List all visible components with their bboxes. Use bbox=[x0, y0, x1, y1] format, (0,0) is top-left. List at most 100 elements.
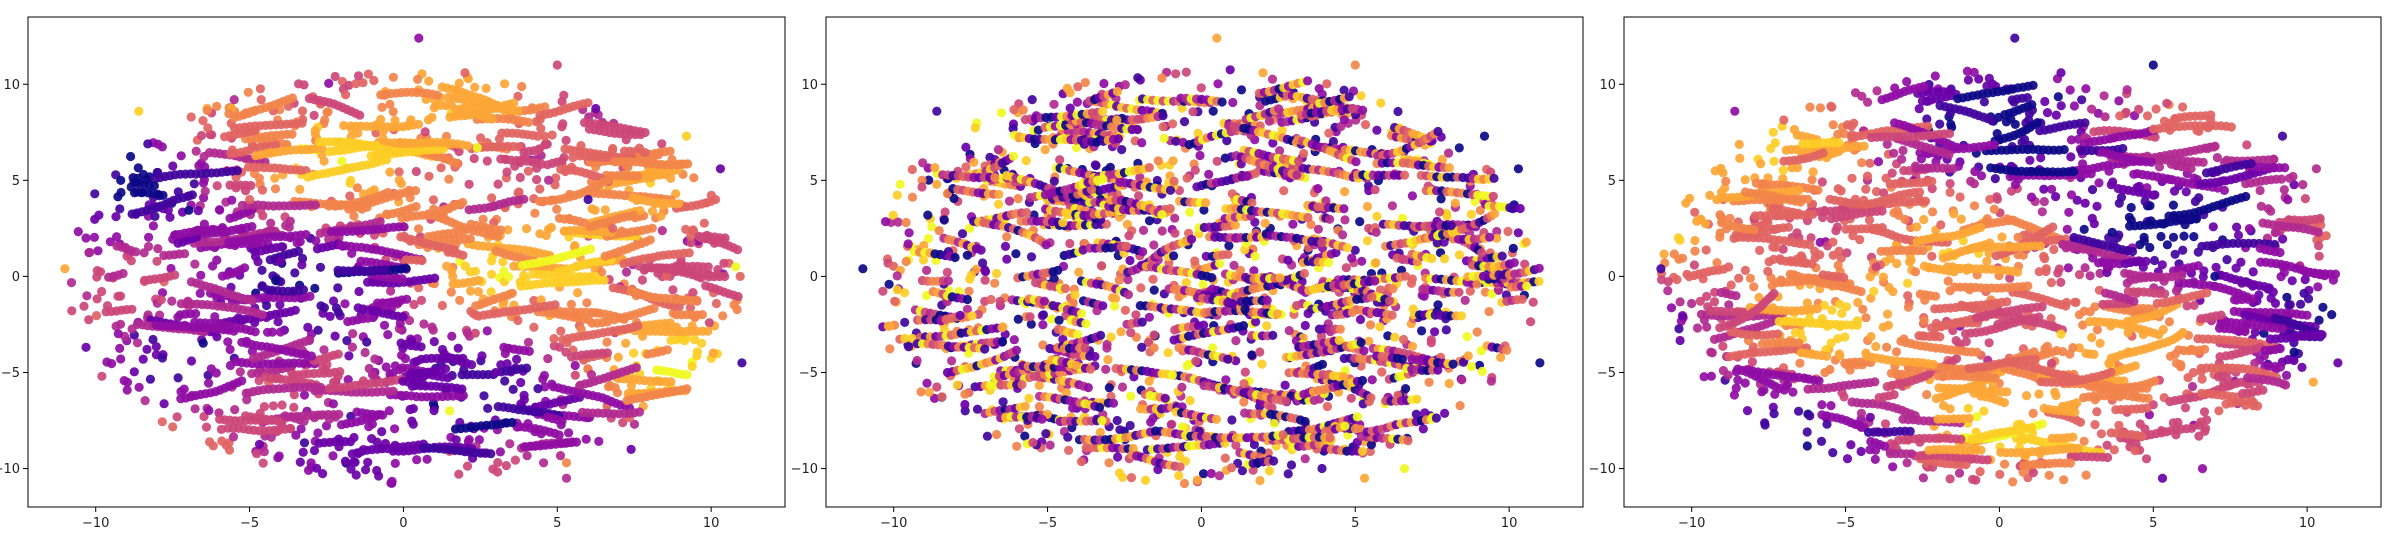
data-point bbox=[885, 344, 895, 354]
data-point bbox=[462, 328, 472, 338]
data-point bbox=[1049, 176, 1059, 186]
data-point bbox=[1372, 211, 1382, 221]
data-point bbox=[1038, 340, 1048, 350]
data-point bbox=[173, 373, 183, 383]
data-point bbox=[1434, 207, 1445, 217]
data-point bbox=[319, 303, 329, 313]
data-point bbox=[281, 220, 291, 231]
data-point bbox=[1284, 326, 1294, 336]
data-point bbox=[895, 179, 905, 189]
data-point bbox=[309, 110, 319, 120]
data-point bbox=[487, 114, 497, 124]
data-point bbox=[605, 380, 615, 390]
data-point bbox=[235, 367, 245, 377]
data-point bbox=[1280, 380, 1290, 390]
data-point bbox=[1002, 232, 1012, 242]
data-point bbox=[1466, 361, 1476, 372]
data-point bbox=[84, 315, 94, 325]
data-point bbox=[683, 159, 693, 169]
data-point bbox=[904, 342, 914, 352]
data-point bbox=[1138, 225, 1149, 235]
data-point bbox=[1174, 471, 1184, 481]
data-point bbox=[937, 392, 947, 402]
data-point bbox=[1024, 393, 1034, 403]
data-point bbox=[462, 461, 473, 471]
data-point bbox=[1179, 478, 1190, 489]
data-point bbox=[275, 256, 285, 266]
data-point bbox=[603, 317, 613, 327]
data-point bbox=[374, 471, 384, 481]
data-point bbox=[980, 265, 990, 275]
data-point bbox=[674, 302, 684, 312]
data-point bbox=[230, 405, 240, 415]
data-point bbox=[1370, 185, 1380, 195]
data-point bbox=[457, 384, 467, 394]
data-point bbox=[322, 107, 332, 117]
data-point bbox=[386, 286, 396, 296]
data-point bbox=[1279, 186, 1289, 196]
data-point bbox=[290, 305, 300, 315]
data-point bbox=[540, 131, 550, 141]
data-point bbox=[1144, 312, 1154, 322]
data-point bbox=[420, 127, 430, 137]
data-point bbox=[544, 175, 554, 185]
data-point bbox=[410, 186, 421, 196]
data-point bbox=[1255, 347, 1265, 357]
data-point bbox=[561, 135, 571, 145]
data-point bbox=[172, 412, 182, 422]
data-point bbox=[547, 130, 557, 140]
data-point bbox=[212, 181, 222, 191]
data-point bbox=[557, 416, 567, 426]
data-point bbox=[1444, 148, 1454, 158]
data-point bbox=[372, 437, 382, 447]
data-point bbox=[340, 456, 350, 466]
data-point bbox=[1387, 201, 1397, 211]
data-point bbox=[502, 359, 512, 369]
data-point bbox=[186, 112, 196, 122]
data-point bbox=[994, 199, 1004, 209]
data-point bbox=[1213, 79, 1223, 89]
data-point bbox=[191, 146, 201, 156]
data-point bbox=[1126, 473, 1137, 483]
data-point bbox=[1181, 67, 1191, 77]
data-point bbox=[657, 139, 667, 149]
data-point bbox=[1013, 314, 1023, 324]
data-point bbox=[1113, 452, 1123, 462]
data-point bbox=[470, 328, 480, 338]
data-point bbox=[229, 95, 239, 105]
data-point bbox=[1250, 251, 1260, 261]
data-point bbox=[455, 295, 465, 305]
data-point bbox=[503, 225, 513, 235]
data-point bbox=[310, 200, 320, 210]
data-point bbox=[715, 164, 726, 174]
data-point bbox=[1195, 150, 1205, 161]
data-point bbox=[1208, 106, 1218, 116]
data-point bbox=[711, 298, 722, 309]
data-point bbox=[1072, 97, 1082, 107]
data-point bbox=[629, 348, 639, 358]
data-point bbox=[362, 337, 372, 347]
data-point bbox=[519, 194, 529, 204]
data-point bbox=[1116, 327, 1126, 337]
data-point bbox=[347, 248, 357, 258]
data-point bbox=[880, 217, 891, 227]
data-point bbox=[1133, 73, 1143, 83]
data-point bbox=[708, 348, 718, 358]
data-point bbox=[148, 334, 158, 345]
data-point bbox=[922, 265, 932, 275]
data-point bbox=[482, 156, 492, 166]
data-point bbox=[924, 175, 934, 185]
data-point bbox=[940, 207, 950, 217]
data-point bbox=[394, 175, 404, 185]
data-point bbox=[211, 368, 221, 378]
data-point bbox=[167, 296, 177, 306]
data-point bbox=[298, 447, 308, 457]
data-point bbox=[294, 246, 304, 256]
data-point bbox=[390, 424, 400, 434]
data-point bbox=[590, 205, 600, 215]
data-point bbox=[1397, 213, 1408, 223]
data-point bbox=[358, 78, 368, 88]
x-tick-label: −5 bbox=[240, 516, 259, 531]
data-point bbox=[1430, 327, 1440, 337]
